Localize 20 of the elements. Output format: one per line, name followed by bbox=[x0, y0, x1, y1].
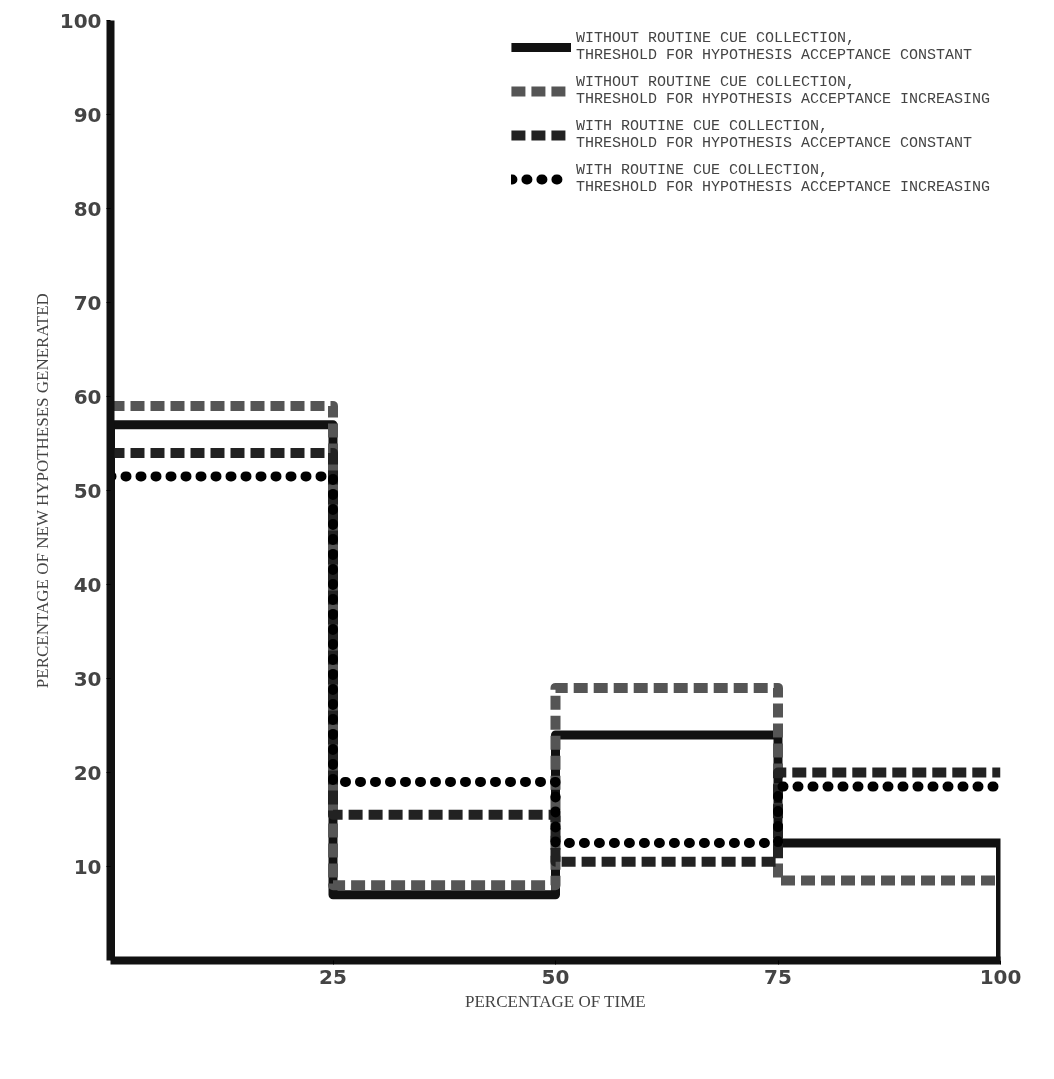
y-tick-label: 80 bbox=[73, 196, 102, 221]
x-axis-title: PERCENTAGE OF TIME bbox=[465, 991, 646, 1011]
y-tick-label: 20 bbox=[73, 760, 102, 785]
y-tick-label: 30 bbox=[73, 666, 102, 691]
y-axis-title: PERCENTAGE OF NEW HYPOTHESES GENERATED bbox=[32, 293, 52, 689]
y-tick-label: 40 bbox=[73, 572, 102, 597]
legend-label: WITH ROUTINE CUE COLLECTION, THRESHOLD FOR HYPOTHESIS ACCEPTANCE INCREASING bbox=[575, 162, 990, 196]
legend-label: WITH ROUTINE CUE COLLECTION, THRESHOLD FOR HYPOTHESIS ACCEPTANCE CONSTANT bbox=[575, 118, 972, 152]
legend-label: WITHOUT ROUTINE CUE COLLECTION, THRESHOLD FOR HYPOTHESIS ACCEPTANCE INCREASING bbox=[575, 74, 990, 108]
y-tick-label: 60 bbox=[73, 384, 102, 409]
y-tick-label: 50 bbox=[73, 478, 102, 503]
y-tick-label: 10 bbox=[73, 854, 102, 879]
x-tick-label: 75 bbox=[764, 964, 792, 989]
x-tick-label: 25 bbox=[319, 964, 347, 989]
y-tick-label: 90 bbox=[73, 102, 102, 127]
x-tick-label: 100 bbox=[979, 964, 1022, 989]
legend-label: WITHOUT ROUTINE CUE COLLECTION, THRESHOLD FOR HYPOTHESIS ACCEPTANCE CONSTANT bbox=[575, 30, 972, 64]
y-tick-label: 70 bbox=[73, 290, 102, 315]
y-tick-label: 100 bbox=[59, 8, 102, 33]
x-tick-label: 50 bbox=[541, 964, 570, 989]
